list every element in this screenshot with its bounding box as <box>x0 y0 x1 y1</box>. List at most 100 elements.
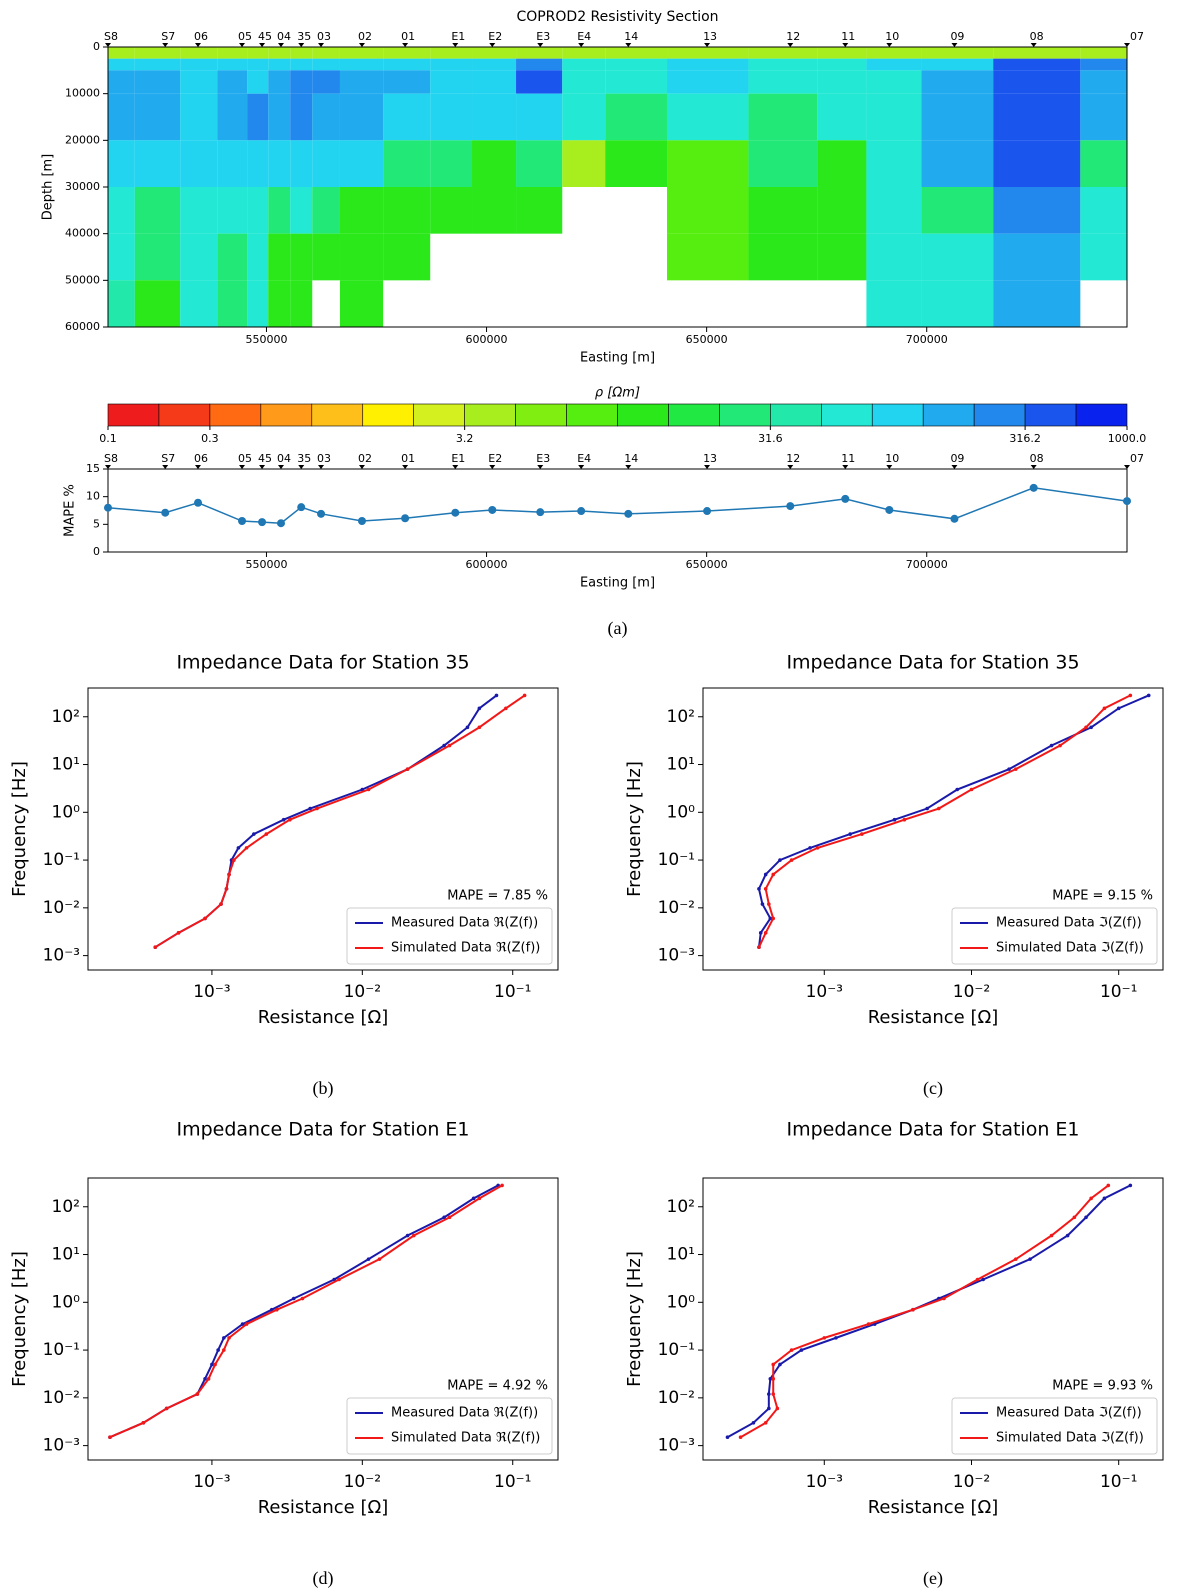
station-label: E3 <box>536 30 550 43</box>
cell <box>993 93 1081 141</box>
data-point <box>1013 767 1018 771</box>
chart-title: Impedance Data for Station 35 <box>176 652 469 674</box>
y-tick-label: 10⁻² <box>658 898 695 918</box>
cell <box>516 47 563 59</box>
station-label: 07 <box>1130 30 1144 43</box>
x-tick-label: 10⁻³ <box>806 1472 843 1492</box>
station-marker <box>105 465 111 469</box>
cell <box>516 58 563 71</box>
data-point <box>291 1296 296 1301</box>
data-point <box>195 1392 200 1396</box>
colorbar-tick-label: 3.2 <box>456 432 474 445</box>
data-point <box>1072 1215 1077 1220</box>
data-point <box>288 817 292 822</box>
station-marker <box>162 43 169 47</box>
data-point <box>1084 1215 1088 1220</box>
cell <box>290 58 313 71</box>
data-point <box>771 1362 776 1367</box>
data-point <box>775 1406 780 1411</box>
x-tick-label: 10⁻¹ <box>1100 982 1137 1002</box>
cell <box>339 187 384 234</box>
x-tick-label: 600000 <box>466 333 508 346</box>
station-marker <box>402 43 409 47</box>
data-point <box>771 872 776 877</box>
cell <box>312 58 340 71</box>
cell <box>383 93 431 141</box>
cell <box>866 280 922 327</box>
y-tick-label: 10¹ <box>667 755 695 775</box>
x-tick-label: 10⁻¹ <box>494 982 531 1002</box>
y-tick-label: 10⁻² <box>658 1388 695 1408</box>
cell <box>290 280 313 327</box>
cell <box>217 187 248 234</box>
data-point <box>725 1435 730 1440</box>
data-point <box>763 1421 768 1425</box>
colorbar-title: ρ [Ωm] <box>595 386 640 401</box>
x-axis-label: Resistance [Ω] <box>258 1497 389 1518</box>
data-point <box>337 1277 341 1282</box>
y-tick-label: 10⁻¹ <box>43 850 80 870</box>
cell <box>562 58 606 71</box>
cell <box>134 140 181 187</box>
cell <box>562 140 606 187</box>
x-tick-label: 600000 <box>466 558 508 571</box>
y-tick-label: 10⁻³ <box>43 1436 80 1456</box>
y-tick-label: 10² <box>667 707 695 727</box>
cell <box>866 58 922 71</box>
cell <box>383 47 431 59</box>
cell <box>472 93 517 141</box>
station-label: 11 <box>841 452 855 465</box>
cell <box>921 140 994 187</box>
cell <box>180 233 218 281</box>
cell <box>748 140 818 187</box>
y-tick-label: 10⁻² <box>43 1388 80 1408</box>
x-tick-label: 550000 <box>245 558 287 571</box>
legend-label: Simulated Data ℜ(Z(f)) <box>391 1431 540 1446</box>
cell <box>817 140 867 187</box>
x-tick-label: 10⁻³ <box>193 1472 230 1492</box>
y-tick-label: 40000 <box>65 227 100 240</box>
x-tick-label: 550000 <box>245 333 287 346</box>
data-point <box>950 514 959 523</box>
data-point <box>848 832 853 836</box>
x-axis-label: Resistance [Ω] <box>868 1497 999 1518</box>
y-tick-label: 0 <box>93 40 100 53</box>
data-point <box>763 931 768 935</box>
cell <box>290 70 313 94</box>
legend-label: Measured Data ℜ(Z(f)) <box>391 1406 538 1421</box>
cell <box>247 187 269 234</box>
station-label: 08 <box>1030 30 1044 43</box>
cell <box>108 58 135 71</box>
cell <box>217 280 248 327</box>
cell <box>268 58 291 71</box>
cell <box>472 58 517 71</box>
station-marker <box>358 465 365 469</box>
cell <box>748 47 818 59</box>
station-label: 13 <box>703 30 717 43</box>
data-point <box>244 1322 249 1326</box>
cell <box>134 280 181 327</box>
cell <box>180 93 218 141</box>
data-point <box>866 1322 871 1326</box>
cell <box>562 93 606 141</box>
cell <box>312 93 340 141</box>
data-point <box>377 1257 382 1261</box>
data-point <box>317 509 326 518</box>
cell <box>247 93 269 141</box>
x-tick-label: 10⁻¹ <box>1100 1472 1137 1492</box>
data-point <box>161 508 170 517</box>
cell <box>217 70 248 94</box>
data-point <box>860 832 864 836</box>
data-point <box>504 706 508 711</box>
y-tick-label: 10⁻³ <box>658 946 695 966</box>
colorbar-cell <box>668 403 720 427</box>
cell <box>817 58 867 71</box>
y-tick-label: 60000 <box>65 320 100 333</box>
cell <box>921 233 994 281</box>
cell <box>472 187 517 234</box>
station-marker <box>625 465 632 469</box>
cell <box>268 280 291 327</box>
x-tick-label: 10⁻² <box>344 1472 381 1492</box>
data-point <box>1084 725 1088 730</box>
